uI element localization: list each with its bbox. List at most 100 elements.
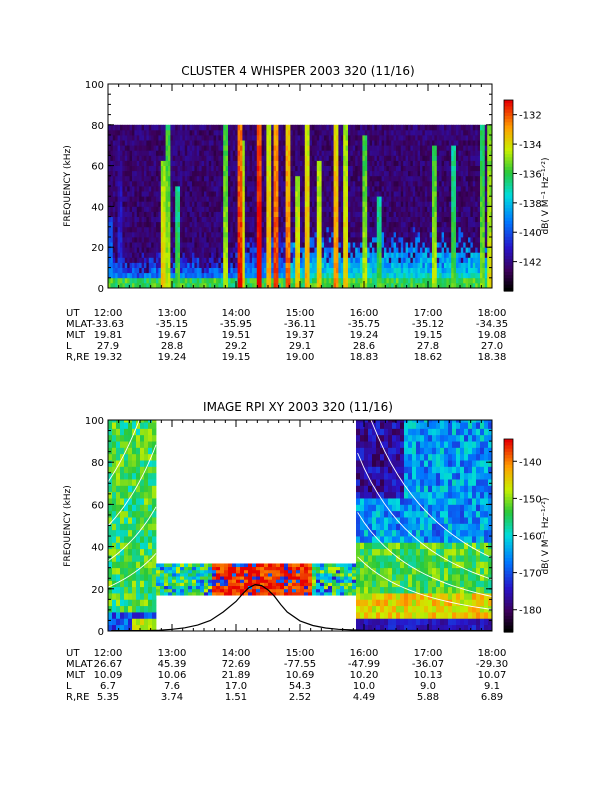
spectrogram-cell: [216, 145, 219, 151]
spectrogram-cell: [316, 170, 320, 177]
spectrogram-cell: [355, 221, 358, 228]
spectrogram-cell: [172, 140, 176, 146]
spectrogram-cell: [266, 180, 270, 187]
spectrogram-cell: [288, 211, 291, 217]
spectrogram-cell: [211, 247, 214, 253]
spectrogram-cell: [288, 180, 291, 187]
spectrogram-cell: [288, 186, 291, 192]
spectrogram-cell: [444, 242, 447, 248]
spectrogram-cell: [386, 186, 390, 192]
spectrogram-cell: [144, 191, 147, 197]
spectrogram-cell: [348, 226, 351, 233]
spectrogram-cell: [295, 247, 298, 253]
spectrogram-cell: [120, 175, 123, 182]
spectrogram-cell: [148, 155, 152, 161]
spectrogram-cell: [338, 155, 342, 161]
spectrogram-cell: [156, 231, 159, 238]
spectrogram-cell: [117, 262, 121, 268]
spectrogram-cell: [345, 247, 349, 253]
spectrogram-cell: [319, 252, 322, 258]
spectrogram-cell: [223, 155, 226, 161]
spectrogram-cell: [235, 282, 238, 289]
spectrogram-cell: [194, 145, 198, 151]
spectrogram-cell: [340, 186, 344, 192]
spectrogram-cell: [194, 257, 198, 263]
spectrogram-cell: [441, 231, 445, 238]
spectrogram-cell: [177, 196, 181, 202]
spectrogram-cell: [228, 201, 231, 207]
spectrogram-cell: [230, 237, 234, 243]
spectrogram-cell: [465, 175, 469, 182]
spectrogram-cell: [290, 196, 294, 202]
spectrogram-cell: [132, 257, 135, 263]
spectrogram-cell: [391, 226, 394, 233]
spectrogram-cell: [232, 231, 236, 238]
spectrogram-cell: [244, 155, 248, 161]
spectrogram-cell: [312, 160, 315, 166]
spectrogram-cell: [235, 252, 238, 258]
spectrogram-cell: [139, 191, 142, 197]
spectrogram-cell: [230, 231, 234, 238]
spectrogram-cell: [108, 252, 111, 258]
spectrogram-cell: [434, 140, 438, 146]
spectrogram-cell: [170, 252, 174, 258]
spectrogram-cell: [458, 247, 462, 253]
spectrogram-cell: [415, 165, 418, 172]
spectrogram-cell: [429, 201, 433, 207]
spectrogram-cell: [372, 196, 375, 202]
spectrogram-cell: [343, 196, 346, 202]
spectrogram-cell: [283, 252, 286, 258]
spectrogram-cell: [122, 272, 126, 279]
spectrogram-cell: [331, 129, 334, 136]
spectrogram-cell: [432, 262, 435, 268]
spectrogram-cell: [144, 129, 147, 136]
spectrogram-cell: [345, 145, 349, 151]
spectrogram-cell: [168, 180, 171, 187]
spectrogram-cell: [468, 160, 471, 166]
spectrogram-cell: [362, 140, 366, 146]
spectrogram-cell: [439, 140, 442, 146]
spectrogram-cell: [456, 175, 459, 182]
spectrogram-cell: [124, 221, 128, 228]
spectrogram-cell: [388, 216, 392, 223]
spectrogram-cell: [336, 180, 339, 187]
spectrogram-cell: [230, 191, 234, 197]
spectrogram-cell: [398, 201, 402, 207]
spectrogram-cell: [410, 237, 414, 243]
spectrogram-cell: [340, 216, 344, 223]
spectrogram-cell: [415, 237, 418, 243]
spectrogram-cell: [132, 129, 135, 136]
spectrogram-cell: [213, 247, 217, 253]
spectrogram-cell: [386, 201, 390, 207]
spectrogram-cell: [170, 231, 174, 238]
spectrogram-cell: [184, 221, 188, 228]
spectrogram-cell: [228, 277, 231, 284]
spectrogram-cell: [136, 247, 140, 253]
spectrogram-cell: [352, 129, 356, 136]
spectrogram-cell: [273, 262, 277, 268]
spectrogram-cell: [141, 277, 145, 284]
spectrogram-cell: [309, 186, 313, 192]
spectrogram-cell: [271, 140, 274, 146]
spectrogram-cell: [412, 124, 416, 131]
spectrogram-cell: [458, 216, 462, 223]
spectrogram-cell: [470, 231, 474, 238]
spectrogram-cell: [141, 282, 145, 289]
spectrogram-cell: [343, 282, 346, 289]
spectrogram-cell: [403, 272, 406, 279]
spectrogram-cell: [400, 226, 404, 233]
spectrogram-cell: [122, 124, 126, 131]
spectrogram-cell: [403, 252, 406, 258]
spectrogram-cell: [422, 145, 426, 151]
spectrogram-cell: [247, 135, 250, 141]
spectrogram-cell: [134, 186, 138, 192]
spectrogram-cell: [424, 165, 428, 172]
spectrogram-cell: [273, 252, 277, 258]
spectrogram-cell: [124, 216, 128, 223]
spectrogram-cell: [422, 186, 426, 192]
spectrogram-cell: [132, 206, 135, 212]
spectrogram-cell: [408, 221, 411, 228]
spectrogram-cell: [350, 272, 354, 279]
spectrogram-cell: [427, 221, 430, 228]
spectrogram-cell: [120, 226, 123, 233]
